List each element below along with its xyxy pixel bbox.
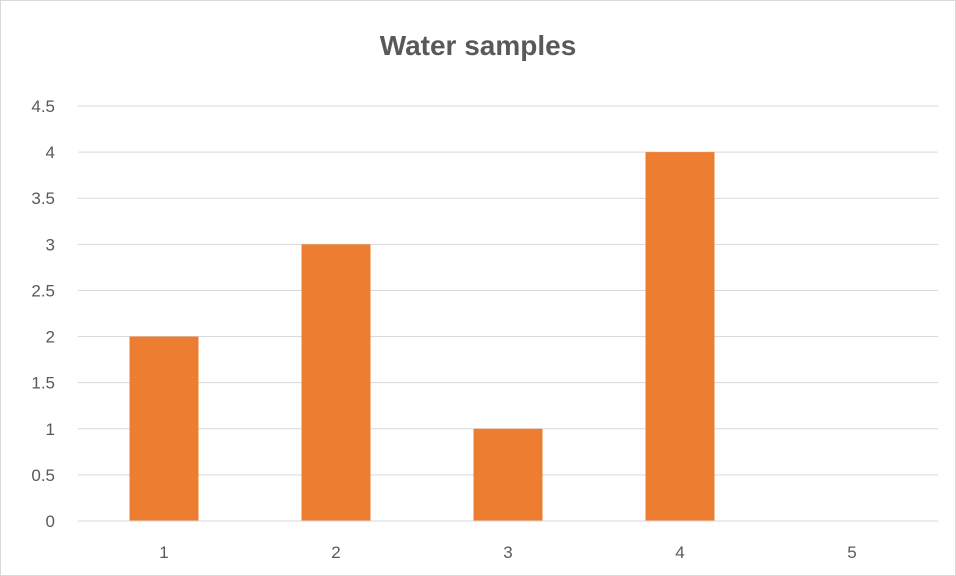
x-tick-label: 1 [159,543,168,562]
y-tick-label: 0 [46,512,55,531]
x-tick-label: 2 [331,543,340,562]
x-tick-label: 5 [847,543,856,562]
bar [473,428,543,521]
y-tick-label: 3 [46,235,55,254]
x-tick-label: 4 [675,543,684,562]
x-tick-label: 3 [503,543,512,562]
y-tick-label: 0.5 [31,466,55,485]
y-tick-label: 1 [46,420,55,439]
bar [129,336,199,521]
bar [301,244,371,522]
y-tick-label: 1.5 [31,374,55,393]
bar [645,152,715,521]
y-axis-tick-labels: 0 0.5 1 1.5 2 2.5 3 3.5 4 4.5 [31,97,55,531]
x-axis-tick-labels: 1 2 3 4 5 [159,543,856,562]
y-tick-label: 2.5 [31,281,55,300]
y-tick-label: 2 [46,328,55,347]
gridlines [78,105,938,476]
y-tick-label: 3.5 [31,189,55,208]
chart-title: Water samples [379,30,577,61]
y-tick-label: 4 [46,143,55,162]
y-tick-label: 4.5 [31,97,55,116]
bars [129,152,715,522]
